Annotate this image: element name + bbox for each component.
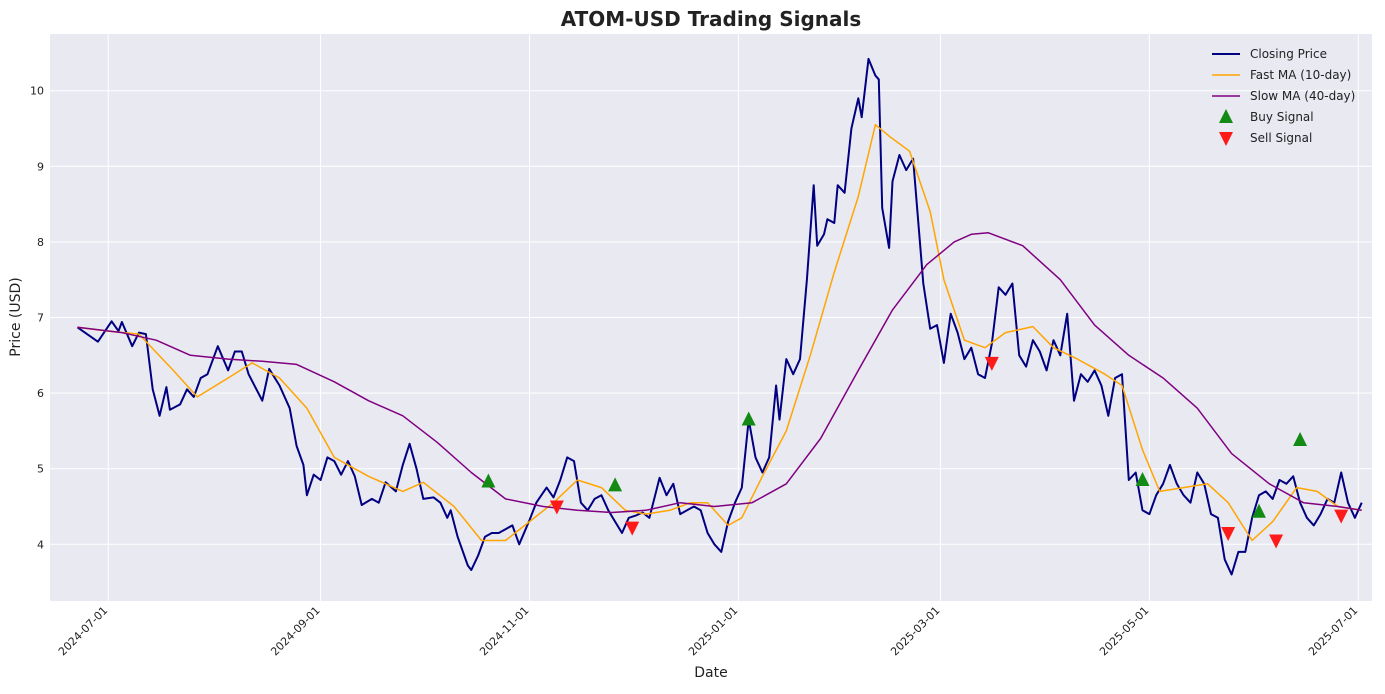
x-axis-label: Date <box>694 665 727 681</box>
buy-signal-marker <box>481 473 496 488</box>
y-tick-label: 10 <box>30 85 44 98</box>
y-tick-label: 8 <box>37 236 44 249</box>
legend-label: Buy Signal <box>1250 110 1314 124</box>
chart-title: ATOM-USD Trading Signals <box>561 7 862 31</box>
sell-signal-marker <box>625 521 640 536</box>
series-line <box>76 57 1363 576</box>
y-axis-label: Price (USD) <box>8 277 24 356</box>
buy-signal-marker <box>1293 431 1308 446</box>
legend-swatch <box>1219 132 1233 146</box>
buy-signal-marker <box>608 477 623 492</box>
y-tick-label: 4 <box>37 538 44 551</box>
series-line <box>77 232 1362 514</box>
series-lines <box>76 57 1363 576</box>
buy-signal-marker <box>1135 472 1150 487</box>
legend-label: Fast MA (10-day) <box>1250 68 1351 82</box>
sell-signal-marker <box>549 500 564 515</box>
y-tick-label: 7 <box>37 312 44 325</box>
buy-signal-marker <box>741 411 756 426</box>
signal-markers <box>481 356 1349 549</box>
series-line <box>77 123 1362 542</box>
legend-label: Closing Price <box>1250 47 1327 61</box>
sell-signal-marker <box>1221 526 1236 541</box>
y-tick-label: 9 <box>37 160 44 173</box>
sell-signal-marker <box>1334 509 1349 524</box>
y-tick-label: 6 <box>37 387 44 400</box>
grid-lines <box>50 34 1372 601</box>
buy-signal-marker <box>1251 503 1266 518</box>
legend-label: Slow MA (40-day) <box>1250 89 1355 103</box>
sell-signal-marker <box>984 356 999 371</box>
y-tick-label: 5 <box>37 463 44 476</box>
sell-signal-marker <box>1269 534 1284 549</box>
legend: Closing Price Fast MA (10-day) Slow MA (40… <box>1212 47 1355 146</box>
legend-label: Sell Signal <box>1250 131 1312 145</box>
legend-swatch <box>1219 109 1233 123</box>
